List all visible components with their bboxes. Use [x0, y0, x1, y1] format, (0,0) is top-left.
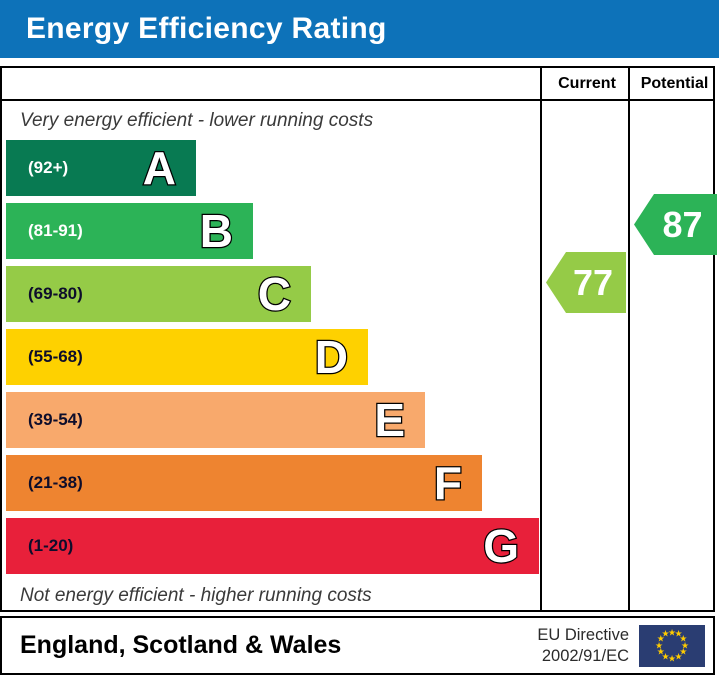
eu-flag-star-icon: ★	[674, 628, 683, 639]
eu-flag-star-icon: ★	[680, 639, 690, 650]
footer: England, Scotland & Wales EU Directive 2…	[0, 616, 715, 675]
column-divider	[540, 68, 542, 610]
band-range-label: (92+)	[28, 158, 69, 177]
band-range-label: (55-68)	[28, 347, 83, 366]
column-divider	[628, 68, 630, 610]
band-a: (92+) A	[6, 140, 196, 196]
band-range-label: (21-38)	[28, 473, 83, 492]
eu-directive-label: EU Directive 2002/91/EC	[537, 625, 629, 667]
eu-flag-star-icon: ★	[656, 633, 665, 644]
band-range-label: (81-91)	[28, 221, 83, 240]
current-rating-value: 77	[572, 261, 614, 303]
column-header-spacer	[2, 68, 542, 99]
potential-rating-value: 87	[662, 203, 703, 245]
caption-not-efficient: Not energy efficient - higher running co…	[20, 585, 372, 606]
eu-flag-star-icon: ★	[661, 651, 670, 662]
band-letter: E	[373, 394, 406, 446]
band-c: (69-80) C	[6, 266, 311, 322]
eu-directive-line1: EU Directive	[537, 625, 629, 644]
region-label: England, Scotland & Wales	[20, 631, 342, 659]
eu-flag-star-icon: ★	[667, 626, 677, 637]
eu-flag-star-icon: ★	[656, 646, 665, 657]
eu-flag-star-icon: ★	[679, 646, 688, 657]
rating-chart: Current Potential Very energy efficient …	[0, 66, 717, 612]
band-letter: D	[314, 331, 350, 383]
column-header-current: Current	[558, 74, 616, 92]
eu-flag-star-icon: ★	[674, 651, 683, 662]
eu-flag-star-icon: ★	[667, 652, 677, 663]
eu-directive-line2: 2002/91/EC	[541, 646, 629, 665]
band-letter: A	[142, 142, 178, 194]
rating-bands: (92+) A (81-91) B (69-80) C (55-68) D (39-54) E (2…	[6, 140, 539, 581]
band-letter: G	[482, 520, 520, 572]
eu-flag-star-icon: ★	[679, 633, 688, 644]
band-b: (81-91) B	[6, 203, 253, 259]
band-letter: B	[199, 205, 235, 257]
band-letter: C	[257, 268, 293, 320]
eu-flag-star-icon: ★	[661, 628, 670, 639]
caption-very-efficient: Very energy efficient - lower running co…	[20, 110, 374, 131]
header-banner: Energy Efficiency Rating	[0, 0, 719, 58]
band-range-label: (69-80)	[28, 284, 83, 303]
column-header-row: Current Potential	[2, 68, 713, 101]
band-e: (39-54) E	[6, 392, 425, 448]
band-d: (55-68) D	[6, 329, 368, 385]
current-rating-arrow: 77	[546, 252, 626, 313]
band-f: (21-38) F	[6, 455, 482, 511]
eu-flag-star-icon: ★	[654, 639, 664, 650]
band-g: (1-20) G	[6, 518, 539, 574]
band-range-label: (1-20)	[28, 536, 74, 555]
potential-rating-arrow: 87	[634, 194, 717, 255]
band-range-label: (39-54)	[28, 410, 83, 429]
eu-flag: ★ ★ ★ ★ ★ ★ ★ ★ ★ ★ ★ ★	[639, 624, 705, 667]
band-letter: F	[433, 457, 464, 509]
column-header-potential: Potential	[640, 74, 709, 92]
page-title: Energy Efficiency Rating	[26, 12, 387, 45]
